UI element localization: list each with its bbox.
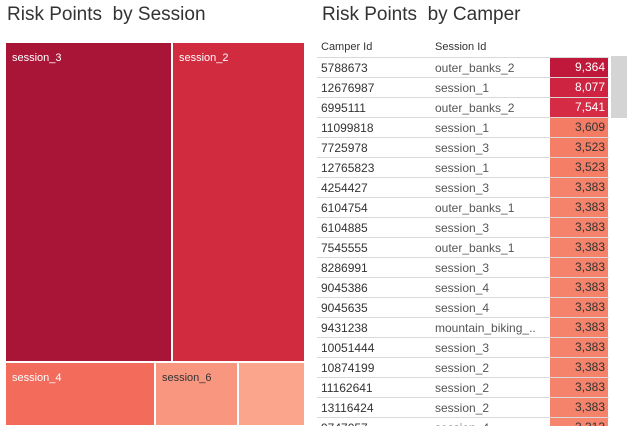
risk-points-cell: 3,523 [549,138,608,157]
table-row[interactable]: 9045635 session_4 3,383 [317,297,609,317]
treemap-cell-label: session_2 [179,52,229,64]
session-id-cell: outer_banks_2 [435,101,515,115]
session-id-cell: session_2 [435,381,490,395]
session-id-cell: session_1 [435,81,490,95]
scrollbar-thumb[interactable] [611,56,627,118]
camper-id-cell: 13116424 [321,401,374,415]
camper-id-cell: 10051444 [321,341,375,355]
treemap-cell-label: session_4 [12,372,62,384]
camper-id-cell: 9045386 [321,281,368,295]
table-scrollbar[interactable] [609,56,629,426]
table-row[interactable]: 9747057 session_4 3,313 [317,417,609,426]
camper-id-cell: 12765823 [321,161,375,175]
camper-id-cell: 10874199 [321,361,375,375]
session-id-cell: session_1 [435,161,490,175]
camper-id-cell: 4254427 [321,181,368,195]
camper-id-cell: 11162641 [321,381,373,395]
camper-id-cell: 8286991 [321,261,368,275]
table-title: Risk Points by Camper [322,4,521,25]
table-row[interactable]: 12765823 session_1 3,523 [317,157,609,177]
camper-id-cell: 6104754 [321,201,368,215]
camper-id-cell: 6104885 [321,221,368,235]
treemap-cell-other[interactable] [238,362,305,426]
session-id-cell: session_3 [435,341,490,355]
camper-id-cell: 9747057 [321,421,368,426]
session-id-cell: session_3 [435,221,490,235]
camper-id-cell: 11099818 [321,121,374,135]
risk-points-cell: 3,523 [549,158,608,177]
session-id-cell: session_3 [435,141,490,155]
risk-points-cell: 3,383 [549,178,608,197]
camper-id-cell: 7725978 [321,141,368,155]
table-row[interactable]: 7725978 session_3 3,523 [317,137,609,157]
camper-id-cell: 6995111 [321,101,366,115]
table-row[interactable]: 10874199 session_2 3,383 [317,357,609,377]
session-id-cell: session_2 [435,361,490,375]
table-row[interactable]: 9431238 mountain_biking_.. 3,383 [317,317,609,337]
camper-id-cell: 5788673 [321,61,368,75]
risk-points-cell: 9,364 [549,58,608,77]
risk-points-cell: 3,383 [549,238,608,257]
table-row[interactable]: 6104754 outer_banks_1 3,383 [317,197,609,217]
session-id-cell: session_3 [435,181,490,195]
table-row[interactable]: 8286991 session_3 3,383 [317,257,609,277]
table-row[interactable]: 13116424 session_2 3,383 [317,397,609,417]
table-row[interactable]: 11162641 session_2 3,383 [317,377,609,397]
session-id-cell: outer_banks_2 [435,61,515,75]
camper-id-cell: 12676987 [321,81,375,95]
treemap-cell-label: session_6 [162,372,212,384]
risk-by-session-treemap: session_3 session_2 session_4 session_6 [5,42,305,426]
risk-points-cell: 3,383 [549,318,608,337]
table-row[interactable]: 10051444 session_3 3,383 [317,337,609,357]
table-row[interactable]: 12676987 session_1 8,077 [317,77,609,97]
treemap-cell-session_4[interactable]: session_4 [5,362,155,426]
session-id-cell: session_3 [435,261,490,275]
treemap-cell-session_3[interactable]: session_3 [5,42,172,362]
session-id-cell: session_4 [435,421,545,426]
treemap-title: Risk Points by Session [7,4,206,25]
treemap-cell-label: session_3 [12,52,62,64]
risk-points-cell: 3,313 [549,418,608,426]
risk-points-cell: 3,383 [549,378,608,397]
table-row[interactable]: 6995111 outer_banks_2 7,541 [317,97,609,117]
session-id-cell: session_4 [435,281,490,295]
risk-points-cell: 3,383 [549,258,608,277]
session-id-cell: session_1 [435,121,490,135]
table-row[interactable]: 9045386 session_4 3,383 [317,277,609,297]
risk-points-cell: 8,077 [549,78,608,97]
session-id-cell: outer_banks_1 [435,241,515,255]
risk-points-cell: 7,541 [549,98,608,117]
table-row[interactable]: 4254427 session_3 3,383 [317,177,609,197]
table-row[interactable]: 7545555 outer_banks_1 3,383 [317,237,609,257]
risk-by-camper-table: Camper Id Session Id 5788673 outer_banks_… [317,38,641,426]
session-id-cell: session_2 [435,401,490,415]
camper-id-cell: 7545555 [321,241,368,255]
session-id-cell: outer_banks_1 [435,201,515,215]
session-id-cell: session_4 [435,301,490,315]
camper-id-cell: 9045635 [321,301,368,315]
risk-points-cell: 3,383 [549,358,608,377]
risk-points-cell: 3,383 [549,198,608,217]
risk-points-cell: 3,383 [549,218,608,237]
treemap-cell-session_2[interactable]: session_2 [172,42,305,362]
session-id-cell: mountain_biking_.. [435,321,536,335]
column-header-session-id[interactable]: Session Id [435,41,487,53]
table-row[interactable]: 5788673 outer_banks_2 9,364 [317,57,609,77]
risk-points-cell: 3,383 [549,398,608,417]
table-row[interactable]: 11099818 session_1 3,609 [317,117,609,137]
risk-points-cell: 3,383 [549,298,608,317]
column-header-camper-id[interactable]: Camper Id [321,41,373,53]
table-row[interactable]: 6104885 session_3 3,383 [317,217,609,237]
risk-points-cell: 3,383 [549,278,608,297]
treemap-cell-session_6[interactable]: session_6 [155,362,238,426]
risk-points-cell: 3,609 [549,118,608,137]
camper-id-cell: 9431238 [321,321,368,335]
risk-points-cell: 3,383 [549,338,608,357]
